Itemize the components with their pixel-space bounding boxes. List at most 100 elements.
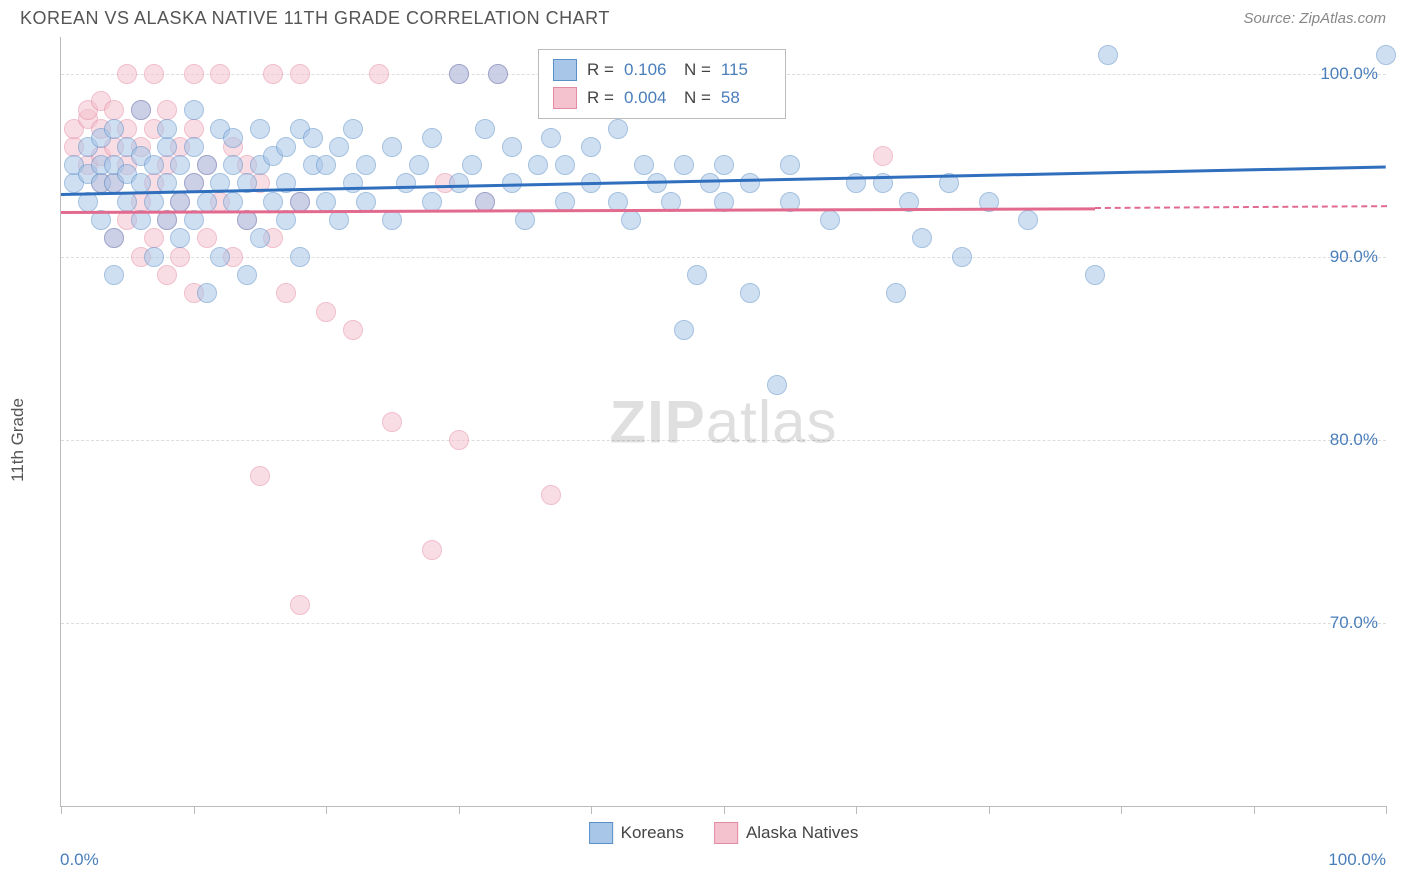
legend-n-value: 115 <box>721 60 771 80</box>
trend-line <box>1094 205 1386 209</box>
x-tick <box>591 806 592 814</box>
legend-n-label: N = <box>684 60 711 80</box>
y-tick-label: 90.0% <box>1330 247 1378 267</box>
data-point <box>952 247 972 267</box>
data-point <box>197 228 217 248</box>
source-label: Source: ZipAtlas.com <box>1243 10 1386 27</box>
data-point <box>740 173 760 193</box>
grid-line <box>61 623 1386 624</box>
x-tick <box>1121 806 1122 814</box>
data-point <box>117 192 137 212</box>
data-point <box>343 320 363 340</box>
data-point <box>223 192 243 212</box>
data-point <box>157 265 177 285</box>
legend-swatch <box>589 822 613 844</box>
data-point <box>197 283 217 303</box>
data-point <box>528 155 548 175</box>
data-point <box>541 485 561 505</box>
data-point <box>780 155 800 175</box>
data-point <box>290 64 310 84</box>
data-point <box>382 412 402 432</box>
data-point <box>541 128 561 148</box>
data-point <box>912 228 932 248</box>
stats-legend: R =0.106N =115R =0.004N =58 <box>538 49 786 119</box>
legend-swatch <box>714 822 738 844</box>
x-axis-max-label: 100.0% <box>1328 850 1386 870</box>
data-point <box>303 128 323 148</box>
data-point <box>886 283 906 303</box>
x-axis-min-label: 0.0% <box>60 850 99 870</box>
data-point <box>170 247 190 267</box>
data-point <box>144 155 164 175</box>
data-point <box>674 155 694 175</box>
legend-label: Alaska Natives <box>746 823 858 843</box>
data-point <box>515 210 535 230</box>
chart-title: KOREAN VS ALASKA NATIVE 11TH GRADE CORRE… <box>20 8 610 29</box>
data-point <box>223 155 243 175</box>
data-point <box>276 137 296 157</box>
chart-plot-area: 70.0%80.0%90.0%100.0% ZIPatlas R =0.106N… <box>60 37 1386 807</box>
data-point <box>449 64 469 84</box>
data-point <box>170 155 190 175</box>
data-point <box>714 155 734 175</box>
data-point <box>409 155 429 175</box>
data-point <box>157 100 177 120</box>
data-point <box>237 210 257 230</box>
data-point <box>475 119 495 139</box>
data-point <box>210 64 230 84</box>
data-point <box>250 466 270 486</box>
x-tick <box>856 806 857 814</box>
data-point <box>555 155 575 175</box>
data-point <box>184 64 204 84</box>
data-point <box>197 192 217 212</box>
data-point <box>740 283 760 303</box>
data-point <box>131 100 151 120</box>
y-tick-label: 80.0% <box>1330 430 1378 450</box>
data-point <box>674 320 694 340</box>
legend-r-label: R = <box>587 88 614 108</box>
data-point <box>329 210 349 230</box>
data-point <box>647 173 667 193</box>
data-point <box>687 265 707 285</box>
data-point <box>316 302 336 322</box>
legend-r-value: 0.106 <box>624 60 674 80</box>
data-point <box>184 100 204 120</box>
data-point <box>488 64 508 84</box>
data-point <box>104 100 124 120</box>
data-point <box>197 155 217 175</box>
data-point <box>396 173 416 193</box>
data-point <box>263 192 283 212</box>
data-point <box>382 137 402 157</box>
data-point <box>223 128 243 148</box>
data-point <box>343 119 363 139</box>
y-tick-label: 100.0% <box>1320 64 1378 84</box>
data-point <box>1085 265 1105 285</box>
data-point <box>382 210 402 230</box>
data-point <box>369 64 389 84</box>
data-point <box>290 192 310 212</box>
legend-item: Alaska Natives <box>714 822 858 844</box>
data-point <box>608 119 628 139</box>
data-point <box>144 192 164 212</box>
data-point <box>700 173 720 193</box>
data-point <box>117 64 137 84</box>
x-tick <box>459 806 460 814</box>
legend-item: Koreans <box>589 822 684 844</box>
data-point <box>449 173 469 193</box>
x-tick <box>194 806 195 814</box>
data-point <box>184 210 204 230</box>
x-tick <box>326 806 327 814</box>
x-tick <box>989 806 990 814</box>
data-point <box>237 265 257 285</box>
legend-r-value: 0.004 <box>624 88 674 108</box>
data-point <box>104 265 124 285</box>
data-point <box>462 155 482 175</box>
data-point <box>449 430 469 450</box>
grid-line <box>61 440 1386 441</box>
data-point <box>276 283 296 303</box>
data-point <box>343 173 363 193</box>
data-point <box>1018 210 1038 230</box>
data-point <box>356 192 376 212</box>
x-tick <box>1386 806 1387 814</box>
data-point <box>184 137 204 157</box>
